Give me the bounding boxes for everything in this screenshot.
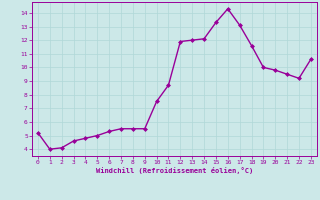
X-axis label: Windchill (Refroidissement éolien,°C): Windchill (Refroidissement éolien,°C) (96, 167, 253, 174)
